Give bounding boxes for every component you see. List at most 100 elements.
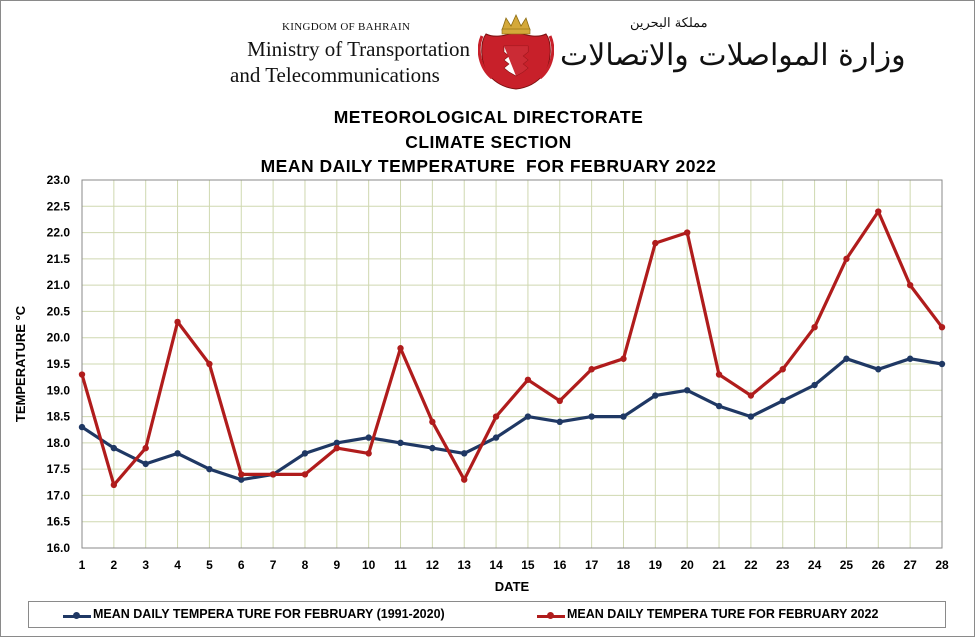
- x-tick-label: 7: [270, 558, 277, 572]
- y-tick-label: 21.5: [47, 252, 71, 266]
- data-point: [715, 371, 723, 378]
- data-point: [938, 360, 946, 368]
- x-tick-label: 11: [394, 558, 407, 572]
- x-tick-label: 12: [426, 558, 440, 572]
- data-point: [683, 229, 691, 236]
- x-tick-label: 21: [712, 558, 726, 572]
- data-point: [492, 434, 500, 441]
- x-tick-label: 28: [935, 558, 949, 572]
- data-point: [142, 460, 149, 468]
- series-normal-1991-2020: [78, 355, 946, 483]
- legend-entry-normal: MEAN DAILY TEMPERA TURE FOR FEBRUARY (19…: [93, 607, 445, 621]
- data-point: [238, 471, 245, 478]
- data-point: [588, 413, 595, 420]
- data-point: [843, 255, 850, 263]
- data-point: [906, 281, 914, 289]
- series-line: [81, 357, 943, 482]
- ministry-english-line2: and Telecommunications: [230, 63, 440, 87]
- legend: MEAN DAILY TEMPERA TURE FOR FEBRUARY (19…: [28, 601, 946, 628]
- x-tick-label: 4: [174, 558, 181, 572]
- series-line: [80, 209, 944, 487]
- data-point: [429, 444, 436, 452]
- x-axis-ticks: 1 2 3 4 5 6 7 8 9 10 11 12 13 14 15 16 17 18 19 20 21 22 23 24 2…: [79, 558, 949, 572]
- y-axis-ticks: 16.0 16.5 17.0 17.5 18.0 18.5 19.0 19.5 20.0 20.5…: [47, 173, 71, 555]
- data-point: [238, 476, 245, 483]
- data-point: [206, 360, 213, 368]
- legend-marker-2022: [547, 612, 554, 619]
- data-point: [811, 381, 818, 389]
- grid-lines: [82, 179, 942, 549]
- data-point: [333, 444, 341, 452]
- ministry-english-name: Ministry of Transportation and Telecommu…: [222, 36, 470, 88]
- header: KINGDOM OF BAHRAIN Ministry of Transport…: [0, 0, 977, 95]
- y-tick-label: 17.0: [47, 488, 71, 502]
- y-axis-label: TEMPERATURE °C: [13, 305, 28, 422]
- data-point: [461, 450, 468, 457]
- x-tick-label: 17: [585, 558, 599, 572]
- data-point: [174, 318, 181, 326]
- chart-subtitle: CLIMATE SECTION: [405, 132, 572, 152]
- x-tick-label: 13: [458, 558, 472, 572]
- y-tick-label: 16.5: [47, 515, 71, 529]
- data-point: [556, 418, 563, 426]
- y-tick-label: 20.0: [47, 331, 71, 345]
- series-february-2022: [78, 208, 946, 489]
- x-tick-label: 6: [238, 558, 245, 572]
- data-point: [683, 387, 691, 394]
- data-point: [620, 355, 627, 362]
- legend-entry-2022: MEAN DAILY TEMPERA TURE FOR FEBRUARY 202…: [567, 607, 879, 621]
- x-tick-label: 14: [489, 558, 503, 572]
- ministry-arabic-name: وزارة المواصلات والاتصالات: [560, 38, 906, 73]
- x-tick-label: 19: [649, 558, 663, 572]
- y-tick-label: 22.5: [47, 199, 71, 213]
- data-point: [397, 439, 404, 447]
- x-tick-label: 2: [111, 558, 118, 572]
- data-point: [142, 444, 149, 452]
- data-point: [397, 345, 404, 352]
- data-point: [429, 418, 436, 426]
- x-tick-label: 3: [142, 558, 149, 572]
- y-tick-label: 20.5: [47, 304, 71, 318]
- data-point: [174, 450, 181, 457]
- data-point: [875, 366, 882, 373]
- data-point: [652, 392, 659, 399]
- data-point: [301, 471, 309, 478]
- y-tick-label: 21.0: [47, 278, 71, 292]
- data-point: [365, 450, 372, 457]
- data-point: [747, 392, 755, 399]
- y-tick-label: 17.5: [47, 462, 71, 476]
- y-tick-label: 16.0: [47, 541, 71, 555]
- data-point: [843, 355, 850, 362]
- data-point: [333, 439, 341, 447]
- data-point: [588, 366, 595, 373]
- y-tick-label: 22.0: [47, 226, 71, 240]
- data-point: [269, 471, 277, 478]
- x-tick-label: 9: [333, 558, 340, 572]
- x-tick-label: 22: [744, 558, 758, 572]
- y-tick-label: 19.5: [47, 357, 71, 371]
- data-point: [811, 324, 818, 331]
- x-tick-label: 5: [206, 558, 213, 572]
- kingdom-english-label: KINGDOM OF BAHRAIN: [282, 21, 411, 33]
- data-point: [747, 413, 755, 420]
- line-chart: 16.0 16.5 17.0 17.5 18.0 18.5 19.0 19.5 20.0 20.5…: [13, 173, 949, 594]
- y-tick-label: 18.5: [47, 410, 71, 424]
- y-tick-label: 18.0: [47, 436, 71, 450]
- data-point: [779, 397, 786, 404]
- chart-title: METEOROLOGICAL DIRECTORATE: [333, 107, 644, 127]
- data-point: [875, 208, 882, 215]
- x-tick-label: 18: [617, 558, 631, 572]
- x-tick-label: 24: [808, 558, 822, 572]
- legend-marker-normal: [73, 612, 80, 619]
- data-point: [779, 366, 786, 373]
- kingdom-arabic-label: مملكة البحرين: [630, 16, 708, 31]
- data-point: [524, 413, 532, 420]
- data-point: [715, 402, 723, 410]
- data-point: [110, 444, 118, 452]
- data-point: [110, 481, 118, 489]
- data-point: [301, 450, 309, 457]
- data-point: [461, 476, 468, 483]
- x-tick-label: 10: [362, 558, 376, 572]
- data-point: [492, 413, 500, 420]
